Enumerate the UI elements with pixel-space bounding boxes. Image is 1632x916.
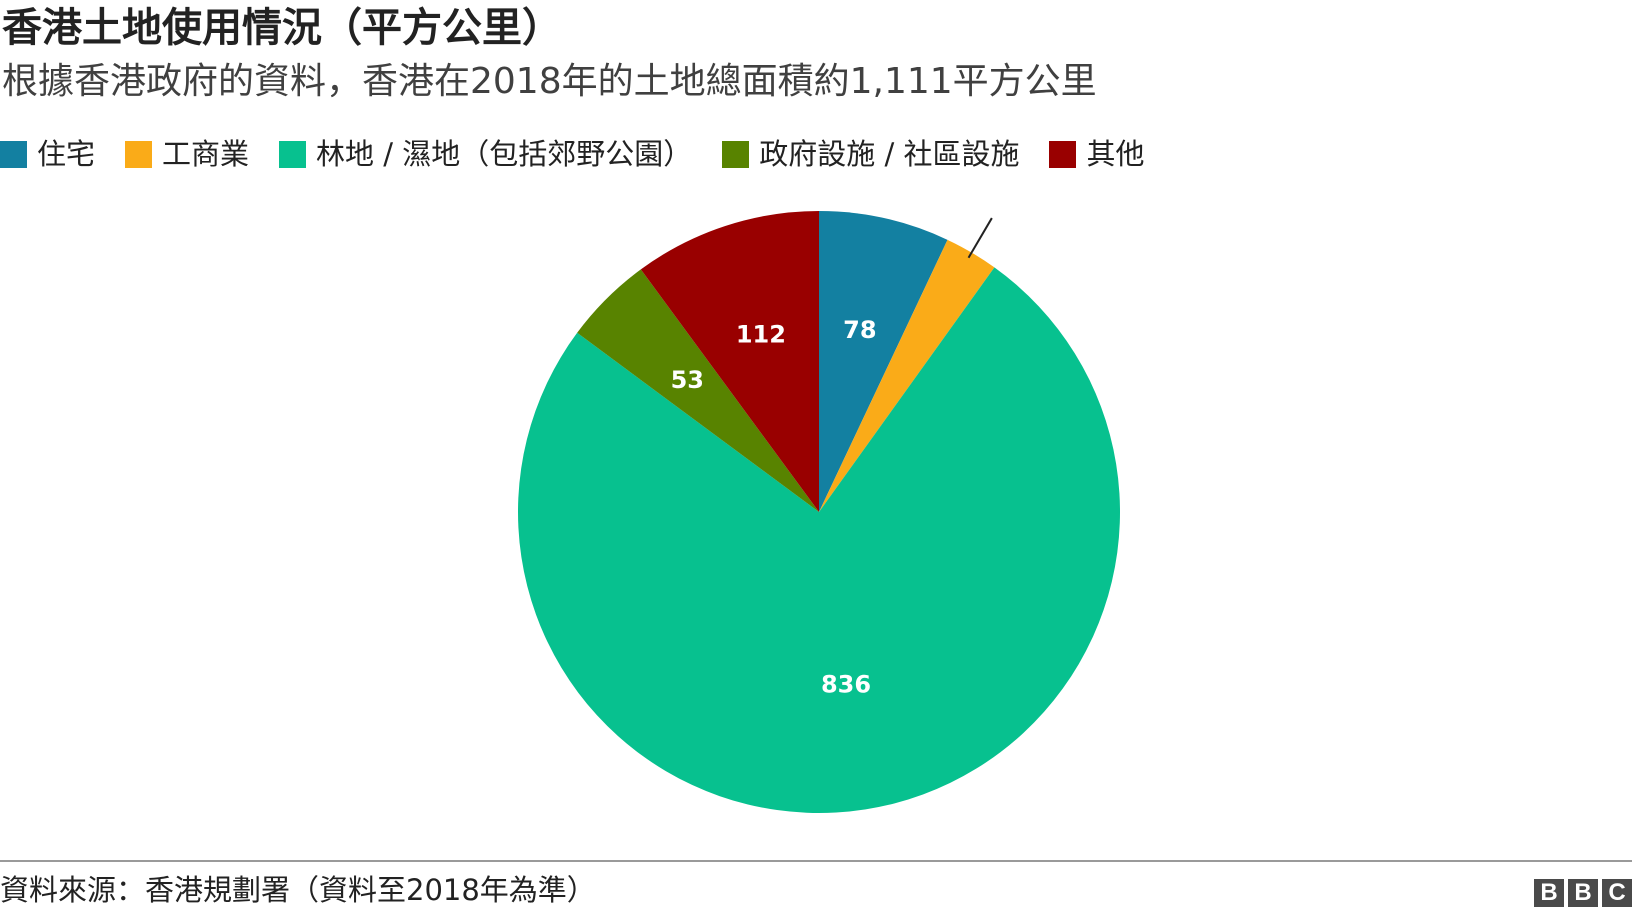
legend-swatch [722, 140, 750, 168]
pie-slice-residential [819, 211, 948, 512]
legend-item-residential: 住宅 [0, 134, 95, 174]
legend-swatch [0, 140, 27, 168]
bbc-logo-letter: B [1534, 879, 1564, 907]
slice-data-label: 836 [821, 670, 871, 698]
legend-swatch [125, 140, 153, 168]
pie-slice-woodland [518, 267, 1120, 813]
legend-swatch [279, 140, 307, 168]
pie-slice-commercial [819, 239, 995, 512]
legend-label: 住宅 [37, 137, 96, 171]
legend-swatch [1049, 140, 1077, 168]
slice-data-label: 78 [843, 316, 876, 344]
bbc-logo-letter: C [1602, 879, 1632, 907]
legend-item-commercial: 工商業 [125, 134, 249, 174]
source-note: 資料來源：香港規劃署（資料至2018年為準） [0, 873, 596, 907]
legend-item-woodland: 林地 / 濕地（包括郊野公園） [279, 134, 692, 174]
legend-label: 工商業 [162, 137, 250, 171]
footer-divider [0, 860, 1632, 862]
legend-label: 林地 / 濕地（包括郊野公園） [316, 137, 693, 171]
legend: 住宅 工商業 林地 / 濕地（包括郊野公園） 政府設施 / 社區設施 其他 [0, 134, 1174, 174]
slice-leader-line [967, 217, 993, 259]
bbc-logo: B B C [1530, 879, 1632, 907]
legend-item-other: 其他 [1049, 134, 1144, 174]
slice-data-label: 53 [671, 366, 704, 394]
bbc-logo-letter: B [1568, 879, 1598, 907]
pie-slice-government [577, 269, 819, 512]
chart-title: 香港土地使用情況（平方公里） [2, 5, 562, 51]
legend-label: 政府設施 / 社區設施 [759, 137, 1020, 171]
slice-data-label: 112 [736, 321, 786, 349]
legend-item-government: 政府設施 / 社區設施 [722, 134, 1019, 174]
legend-label: 其他 [1086, 137, 1145, 171]
chart-subtitle: 根據香港政府的資料，香港在2018年的土地總面積約1,111平方公里 [2, 61, 1097, 102]
pie-slice-other [640, 211, 819, 512]
